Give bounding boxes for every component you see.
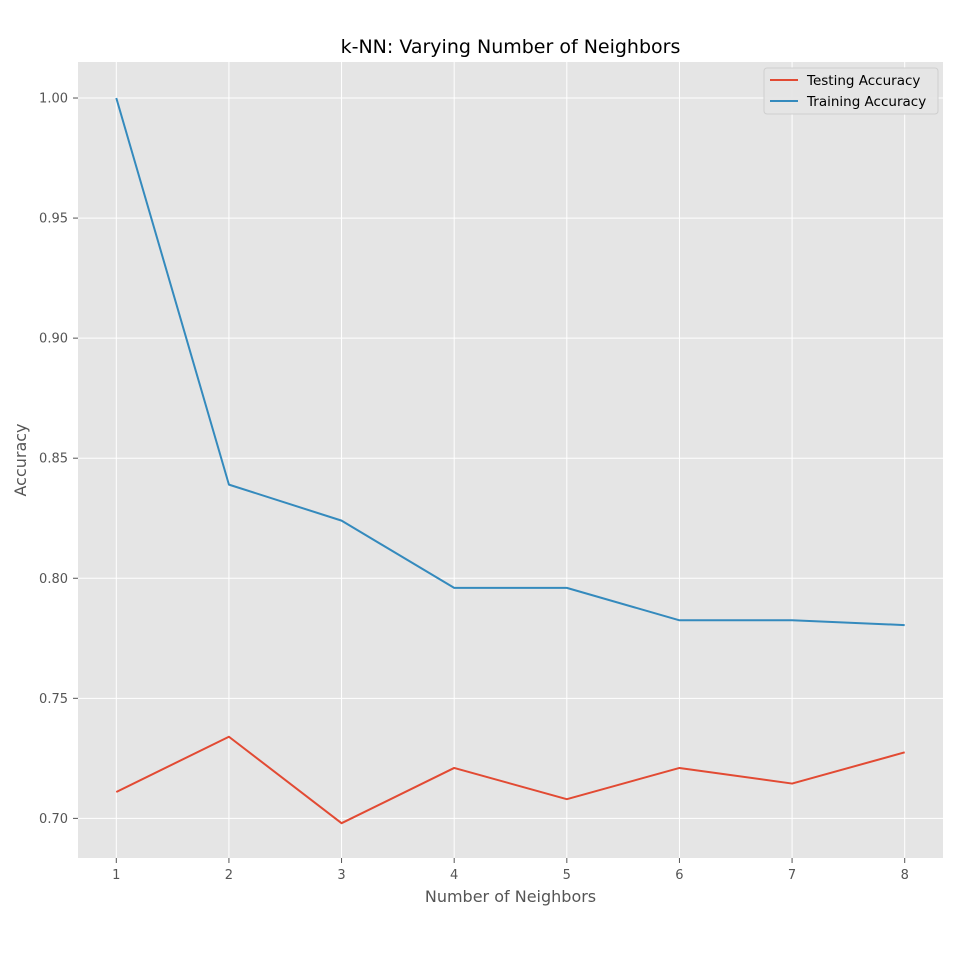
x-tick-label: 7 — [788, 868, 796, 883]
x-tick-label: 8 — [901, 868, 909, 883]
x-tick-label: 3 — [337, 868, 345, 883]
y-tick-label: 0.95 — [39, 212, 68, 227]
y-tick-label: 0.85 — [39, 452, 68, 467]
plot-area — [78, 62, 943, 858]
y-tick-label: 0.70 — [39, 812, 68, 827]
x-tick-label: 2 — [225, 868, 233, 883]
legend-label: Training Accuracy — [806, 94, 926, 110]
legend-label: Testing Accuracy — [806, 73, 920, 89]
y-tick-label: 0.90 — [39, 332, 68, 347]
x-tick-label: 1 — [112, 868, 120, 883]
legend: Testing Accuracy Training Accuracy — [764, 68, 938, 114]
y-tick-label: 0.80 — [39, 572, 68, 587]
x-tick-label: 5 — [563, 868, 571, 883]
x-tick-label: 6 — [675, 868, 683, 883]
y-axis-label: Accuracy — [11, 423, 30, 496]
x-tick-label: 4 — [450, 868, 458, 883]
y-tick-label: 1.00 — [39, 92, 68, 107]
chart-title: k-NN: Varying Number of Neighbors — [341, 36, 681, 58]
y-tick-label: 0.75 — [39, 692, 68, 707]
x-axis-label: Number of Neighbors — [425, 887, 596, 906]
